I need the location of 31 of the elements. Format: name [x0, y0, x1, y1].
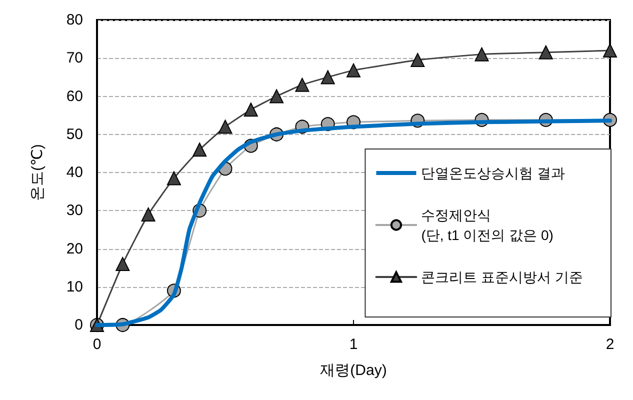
legend-label: 수정제안식 (단, t1 이전의 값은 0): [421, 207, 554, 243]
point: [603, 44, 617, 58]
x-axis-title: 재령(Day): [320, 362, 387, 379]
point: [320, 70, 335, 84]
x-tick-label: 0: [92, 336, 102, 353]
y-tick-label: 70: [66, 50, 83, 67]
y-tick-label: 10: [66, 278, 83, 296]
point: [538, 45, 553, 60]
point: [116, 257, 130, 271]
legend-label: 콘크리트 표준시방서 기준: [421, 269, 583, 285]
point: [218, 120, 232, 134]
legend-label: 단열온도상승시험 결과: [421, 165, 566, 181]
point: [192, 142, 207, 157]
y-tick-label: 20: [66, 240, 83, 258]
point: [295, 78, 310, 92]
y-tick-label: 0: [74, 316, 83, 334]
y-axis-title: 온도(℃): [29, 144, 46, 201]
y-tick-label: 30: [66, 202, 83, 220]
point: [270, 89, 284, 104]
point: [346, 63, 360, 78]
point: [141, 207, 156, 222]
y-tick-label: 50: [66, 126, 83, 143]
point: [474, 47, 489, 62]
point: [166, 171, 181, 186]
x-tick-label: 1: [349, 336, 358, 353]
x-tick-label: 2: [606, 336, 614, 353]
point: [244, 102, 258, 117]
y-tick-label: 40: [66, 164, 83, 181]
point: [410, 53, 425, 68]
y-tick-label: 60: [66, 88, 83, 105]
y-tick-label: 80: [66, 12, 83, 28]
